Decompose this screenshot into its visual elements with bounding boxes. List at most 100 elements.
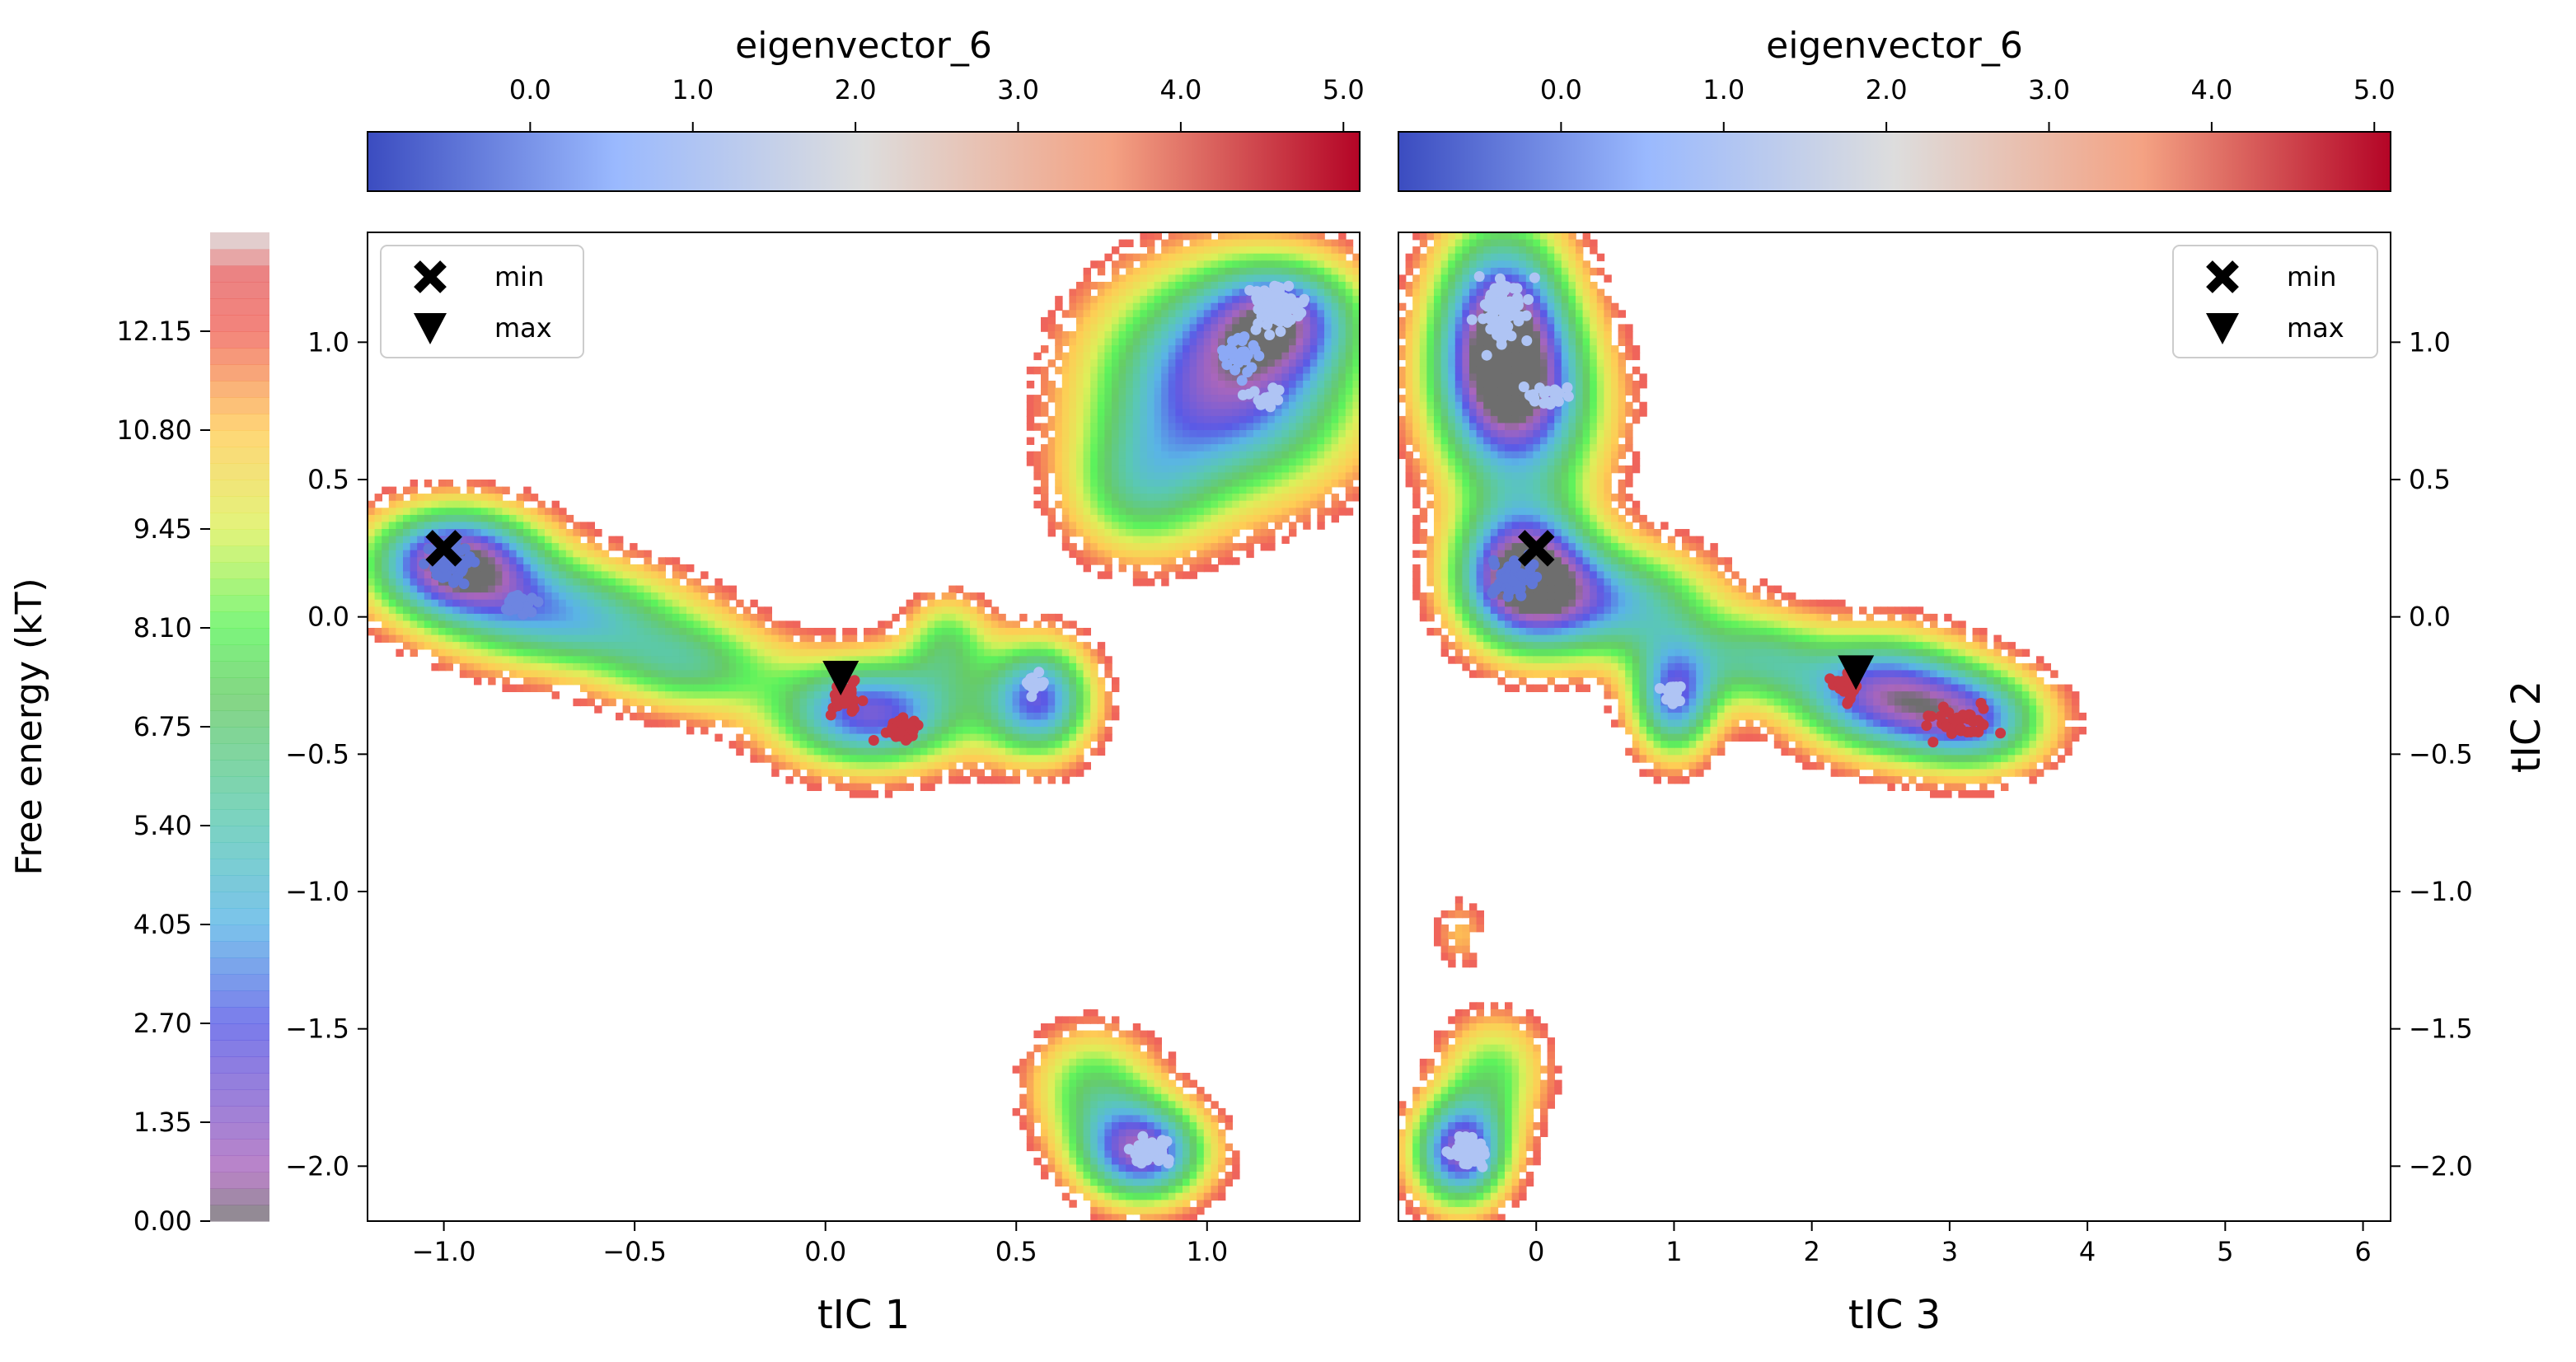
energy-cell bbox=[813, 698, 822, 707]
energy-cell bbox=[1183, 316, 1191, 325]
energy-cell bbox=[1260, 430, 1268, 438]
energy-cell bbox=[1246, 508, 1254, 516]
energy-cell bbox=[1183, 366, 1191, 375]
energy-cell bbox=[1183, 444, 1191, 452]
energy-cell bbox=[1132, 529, 1141, 537]
energy-cell bbox=[580, 585, 588, 593]
energy-cell bbox=[1183, 472, 1191, 480]
energy-cell bbox=[1161, 324, 1169, 332]
energy-cell bbox=[516, 656, 524, 664]
energy-cell bbox=[870, 628, 878, 636]
energy-cell bbox=[1317, 500, 1325, 509]
energy-cell bbox=[1168, 423, 1177, 431]
energy-cell bbox=[1189, 267, 1197, 276]
energy-cell bbox=[1239, 423, 1248, 431]
energy-cell bbox=[388, 634, 397, 643]
energy-cell bbox=[1289, 324, 1297, 332]
energy-cell bbox=[1154, 345, 1162, 353]
energy-cell bbox=[864, 741, 872, 749]
energy-cell bbox=[1104, 1150, 1112, 1158]
energy-cell bbox=[828, 733, 836, 742]
energy-cell bbox=[1147, 1037, 1155, 1046]
energy-cell bbox=[551, 543, 560, 551]
energy-cell bbox=[736, 634, 744, 643]
energy-cell bbox=[1175, 359, 1183, 367]
energy-cell bbox=[1118, 557, 1126, 565]
energy-cell bbox=[1061, 1073, 1070, 1081]
energy-cell bbox=[1012, 1107, 1020, 1116]
energy-cell bbox=[622, 648, 630, 658]
energy-cell bbox=[1026, 1087, 1035, 1095]
energy-cell bbox=[1112, 423, 1120, 431]
energy-cell bbox=[1090, 1206, 1098, 1215]
energy-cell bbox=[1118, 494, 1126, 502]
energy-cell bbox=[665, 656, 673, 664]
energy-cell bbox=[630, 606, 638, 615]
energy-cell bbox=[636, 662, 645, 672]
energy-cell bbox=[1083, 423, 1091, 431]
energy-cell bbox=[368, 571, 376, 579]
energy-cell bbox=[651, 698, 659, 707]
energy-cell bbox=[778, 662, 787, 672]
energy-cell bbox=[1309, 359, 1318, 367]
energy-cell bbox=[1083, 1192, 1091, 1201]
energy-cell bbox=[537, 648, 546, 658]
energy-cell bbox=[424, 500, 433, 509]
energy-cell bbox=[431, 642, 439, 650]
energy-cell bbox=[530, 557, 539, 565]
energy-cell bbox=[523, 550, 532, 559]
energy-cell bbox=[948, 628, 957, 636]
energy-cell bbox=[1274, 373, 1283, 381]
energy-cell bbox=[1104, 345, 1112, 353]
energy-cell bbox=[1274, 366, 1283, 375]
energy-cell bbox=[1090, 458, 1098, 466]
energy-cell bbox=[1197, 253, 1205, 262]
energy-cell bbox=[1097, 1016, 1106, 1024]
energy-cell bbox=[1083, 316, 1091, 325]
energy-cell bbox=[1154, 486, 1162, 494]
energy-cell bbox=[941, 620, 949, 629]
energy-cell bbox=[693, 684, 701, 692]
energy-cell bbox=[1090, 494, 1098, 502]
energy-cell bbox=[1090, 316, 1098, 325]
energy-cell bbox=[1026, 381, 1035, 389]
energy-cell bbox=[1090, 1065, 1098, 1074]
energy-cell bbox=[1189, 564, 1197, 573]
energy-cell bbox=[714, 642, 723, 650]
energy-cell bbox=[1104, 409, 1112, 417]
energy-cell bbox=[1189, 458, 1197, 466]
energy-cell bbox=[878, 747, 886, 756]
energy-cell bbox=[410, 599, 418, 608]
energy-cell bbox=[658, 564, 666, 573]
energy-cell bbox=[849, 628, 858, 636]
energy-cell bbox=[651, 564, 659, 573]
energy-cell bbox=[601, 698, 610, 707]
energy-cell bbox=[1055, 480, 1063, 488]
energy-cell bbox=[736, 747, 744, 756]
energy-cell bbox=[1026, 727, 1035, 735]
energy-cell bbox=[693, 662, 701, 672]
energy-cell bbox=[1317, 352, 1325, 361]
energy-cell bbox=[545, 522, 553, 530]
energy-cell bbox=[474, 564, 482, 573]
energy-cell bbox=[1012, 755, 1020, 763]
energy-cell bbox=[1260, 267, 1268, 276]
energy-cell bbox=[1331, 381, 1339, 389]
energy-cell bbox=[1090, 1136, 1098, 1144]
energy-cell bbox=[1331, 508, 1339, 516]
energy-cell bbox=[580, 592, 588, 601]
energy-cell bbox=[551, 648, 560, 658]
energy-cell bbox=[1203, 529, 1212, 537]
energy-cell bbox=[742, 620, 752, 629]
energy-cell bbox=[1147, 316, 1155, 325]
energy-cell bbox=[1090, 557, 1098, 565]
energy-cell bbox=[1289, 494, 1297, 502]
energy-cell bbox=[1076, 648, 1084, 658]
energy-cell bbox=[1175, 1143, 1183, 1152]
energy-cell bbox=[601, 677, 610, 686]
energy-cell bbox=[1175, 381, 1183, 389]
energy-cell bbox=[1140, 1115, 1148, 1123]
energy-cell bbox=[948, 634, 957, 643]
energy-cell bbox=[1112, 1150, 1120, 1158]
energy-cell bbox=[1331, 494, 1339, 502]
